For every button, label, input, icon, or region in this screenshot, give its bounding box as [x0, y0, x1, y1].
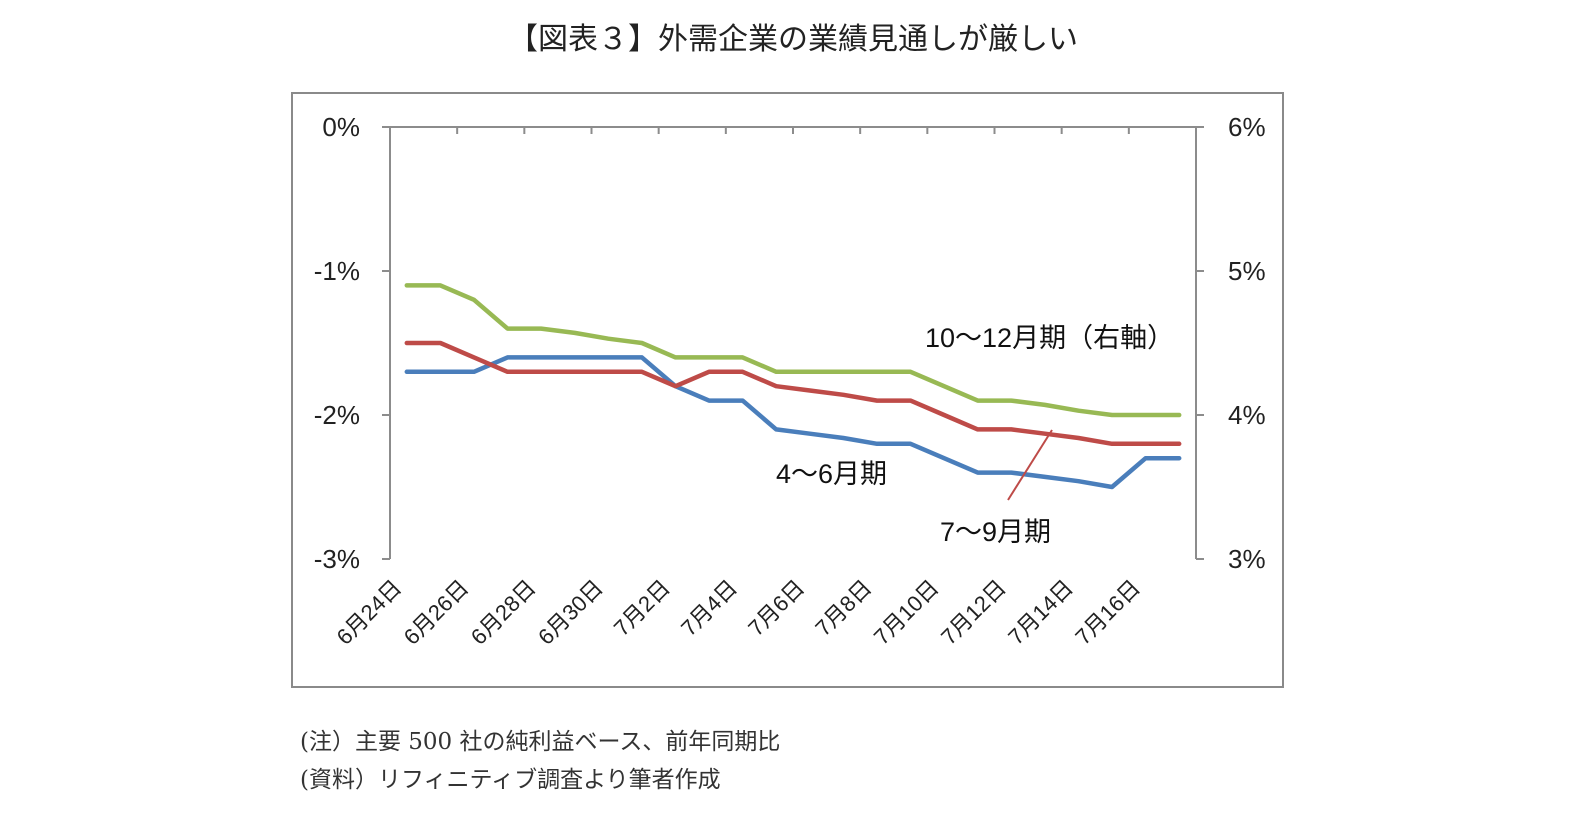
series-label: 4～6月期 — [776, 459, 887, 489]
series-line — [404, 283, 1182, 418]
source-note: (資料）リフィニティブ調査より筆者作成 — [300, 767, 721, 793]
chart-title: 【図表３】外需企業の業績見通しが厳しい — [508, 22, 1078, 57]
label-leader-line — [1007, 429, 1053, 501]
left-tick-label: -1% — [314, 256, 360, 286]
x-tick-label: 6月30日 — [533, 575, 608, 650]
series-label: 7～9月期 — [940, 517, 1051, 547]
series-label: 10～12月期（右軸） — [925, 323, 1174, 353]
right-tick-label: 3% — [1228, 544, 1266, 574]
x-tick-label: 7月8日 — [810, 575, 876, 641]
series-line — [404, 355, 1182, 490]
x-tick-label: 6月28日 — [466, 575, 541, 650]
x-tick-label: 7月2日 — [609, 575, 675, 641]
x-tick-label: 7月4日 — [676, 575, 742, 641]
x-tick-label: 6月26日 — [399, 575, 474, 650]
series-lines — [404, 283, 1182, 490]
left-tick-label: -3% — [314, 544, 360, 574]
right-tick-label: 4% — [1228, 400, 1266, 430]
left-tick-label: -2% — [314, 400, 360, 430]
x-tick-label: 7月6日 — [743, 575, 809, 641]
x-tick-label: 6月24日 — [332, 575, 407, 650]
chart-frame — [291, 92, 1284, 688]
x-tick-label: 7月14日 — [1003, 575, 1078, 650]
right-tick-label: 6% — [1228, 112, 1266, 142]
left-tick-label: 0% — [322, 112, 360, 142]
x-tick-label: 7月12日 — [936, 575, 1011, 650]
series-line — [404, 340, 1182, 447]
right-tick-label: 5% — [1228, 256, 1266, 286]
x-tick-label: 7月16日 — [1070, 575, 1145, 650]
x-tick-label: 7月10日 — [869, 575, 944, 650]
footnote: (注）主要 500 社の純利益ベース、前年同期比 — [300, 729, 781, 755]
series-labels: 4～6月期 7～9月期 10～12月期（右軸） — [776, 323, 1174, 547]
